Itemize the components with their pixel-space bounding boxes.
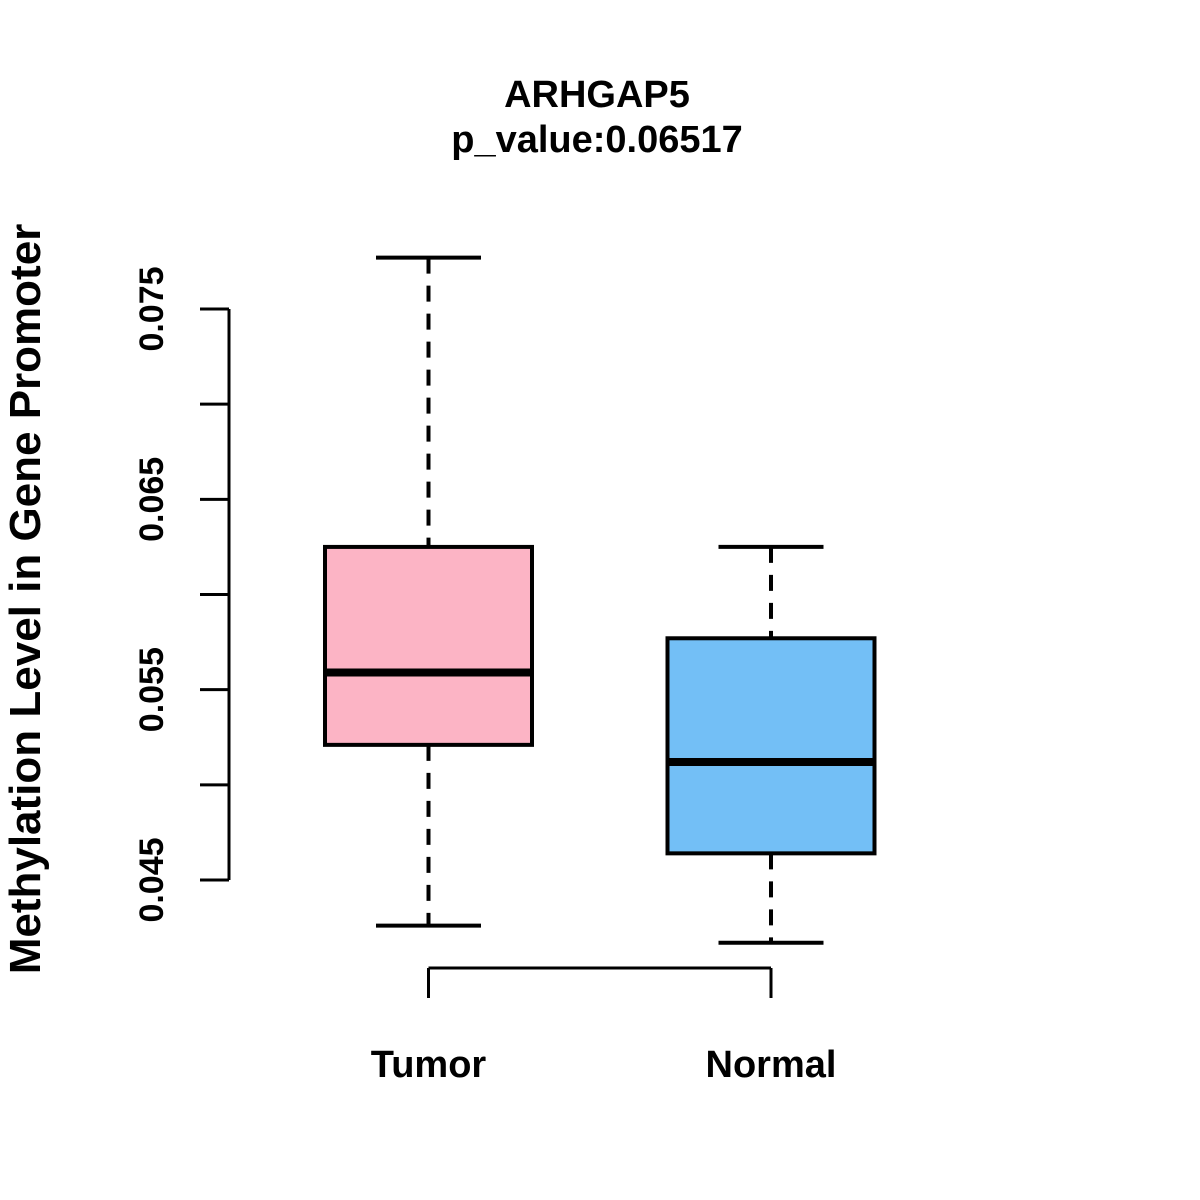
normal-box — [665, 636, 877, 856]
x-axis-labels: Tumor Normal — [371, 1044, 837, 1086]
y-axis-ticks: 0.045 0.055 0.065 0.075 — [133, 266, 229, 923]
chart-subtitle-pvalue: p_value:0.06517 — [451, 119, 743, 161]
y-tick-label-0.065: 0.065 — [133, 457, 171, 542]
y-tick-label-0.075: 0.075 — [133, 266, 171, 351]
x-axis-bracket — [427, 966, 773, 998]
y-tick-label-0.055: 0.055 — [133, 647, 171, 732]
chart-title: ARHGAP5 — [504, 74, 690, 116]
plot-area — [323, 255, 877, 945]
y-tick-label-0.045: 0.045 — [133, 837, 171, 922]
x-label-normal: Normal — [706, 1044, 837, 1086]
y-axis-label: Methylation Level in Gene Promoter — [1, 224, 50, 975]
tumor-box — [323, 544, 534, 747]
x-label-tumor: Tumor — [371, 1044, 487, 1086]
